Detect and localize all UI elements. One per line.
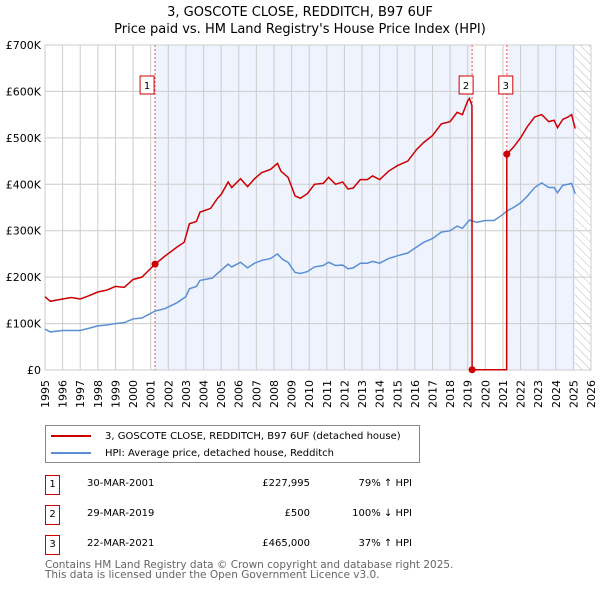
price: £500 (284, 508, 310, 519)
x-tick-label: 2022 (515, 380, 528, 408)
marker-badge: 1 (45, 475, 60, 495)
date: 30-MAR-2001 (87, 478, 155, 489)
hpi-diff: 100% ↓ HPI (352, 508, 412, 519)
x-tick-label: 2019 (462, 380, 475, 408)
sale-point (151, 260, 159, 268)
footer-line: Contains HM Land Registry data © Crown c… (45, 559, 454, 571)
x-tick-label: 1999 (109, 380, 122, 408)
legend-item-property: 3, GOSCOTE CLOSE, REDDITCH, B97 6UF (det… (46, 428, 401, 444)
x-tick-label: 2009 (286, 380, 299, 408)
sale-marker-label: 1 (144, 81, 150, 92)
shaded-region (155, 45, 473, 370)
x-tick-label: 2016 (409, 380, 422, 408)
x-tick-label: 2004 (198, 380, 211, 408)
footer-line: This data is licensed under the Open Gov… (45, 569, 380, 581)
x-tick-label: 2003 (180, 380, 193, 408)
marker-badge: 2 (45, 505, 60, 525)
x-tick-label: 2014 (374, 380, 387, 408)
legend-swatch-blue (51, 452, 91, 454)
x-tick-label: 1995 (39, 380, 52, 408)
x-tick-label: 1998 (92, 380, 105, 408)
y-tick-label: £700K (6, 39, 42, 52)
price: £227,995 (262, 478, 310, 489)
x-tick-label: 2002 (162, 380, 175, 408)
y-tick-label: £0 (27, 364, 41, 377)
date: 22-MAR-2021 (87, 538, 155, 549)
legend: 3, GOSCOTE CLOSE, REDDITCH, B97 6UF (det… (45, 425, 420, 463)
plot-border (44, 44, 592, 371)
sale-marker-badge (498, 75, 514, 95)
x-tick-label: 2006 (233, 380, 246, 408)
legend-swatch-red (51, 435, 91, 437)
forecast-hatch (575, 45, 591, 370)
hpi-diff: 79% ↑ HPI (358, 478, 412, 489)
legend-item-hpi: HPI: Average price, detached house, Redd… (46, 445, 334, 461)
transaction-row: 3 22-MAR-2021 £465,000 37% ↑ HPI (45, 535, 465, 555)
x-tick-label: 2001 (145, 380, 158, 408)
y-tick-label: £600K (6, 85, 42, 98)
x-tick-label: 2021 (497, 380, 510, 408)
sale-point (468, 366, 476, 374)
y-tick-label: £400K (6, 178, 42, 191)
sale-marker-badge (458, 75, 474, 95)
x-tick-label: 2020 (479, 380, 492, 408)
x-tick-label: 2007 (250, 380, 263, 408)
chart-subtitle: Price paid vs. HM Land Registry's House … (114, 22, 486, 37)
transaction-row: 2 29-MAR-2019 £500 100% ↓ HPI (45, 505, 465, 525)
x-tick-label: 2013 (356, 380, 369, 408)
date: 29-MAR-2019 (87, 508, 155, 519)
legend-label: 3, GOSCOTE CLOSE, REDDITCH, B97 6UF (det… (105, 430, 401, 442)
hpi-diff: 37% ↑ HPI (358, 538, 412, 549)
x-tick-label: 2005 (215, 380, 228, 408)
sale-point (503, 150, 511, 158)
x-tick-label: 2023 (532, 380, 545, 408)
y-tick-label: £300K (6, 225, 42, 238)
x-tick-label: 2015 (391, 380, 404, 408)
x-tick-label: 2012 (338, 380, 351, 408)
x-tick-label: 2008 (268, 380, 281, 408)
price-chart: 1995 1996 1997 1998 1999 2000 2001 2002 2003 2004… (6, 39, 598, 408)
sale-marker-badge (139, 75, 155, 95)
chart-title: 3, GOSCOTE CLOSE, REDDITCH, B97 6UF (167, 5, 433, 20)
marker-badge: 3 (45, 535, 60, 555)
footer: Contains HM Land Registry data © Crown c… (45, 559, 454, 581)
x-tick-label: 2025 (567, 380, 580, 408)
shaded-region (506, 45, 576, 370)
x-tick-label: 2017 (426, 380, 439, 408)
x-tick-label: 1997 (74, 380, 87, 408)
x-tick-label: 2000 (127, 380, 140, 408)
x-tick-label: 2010 (303, 380, 316, 408)
y-tick-label: £500K (6, 132, 42, 145)
price: £465,000 (262, 538, 310, 549)
sale-marker-label: 3 (503, 81, 509, 92)
x-tick-label: 2011 (321, 380, 334, 408)
transaction-row: 1 30-MAR-2001 £227,995 79% ↑ HPI (45, 475, 465, 495)
x-tick-label: 2026 (585, 380, 598, 408)
y-tick-label: £200K (6, 271, 42, 284)
x-tick-label: 2024 (550, 380, 563, 408)
y-tick-label: £100K (6, 318, 42, 331)
sale-marker-label: 2 (463, 81, 469, 92)
x-tick-label: 1996 (57, 380, 70, 408)
x-tick-label: 2018 (444, 380, 457, 408)
legend-label: HPI: Average price, detached house, Redd… (105, 447, 334, 459)
